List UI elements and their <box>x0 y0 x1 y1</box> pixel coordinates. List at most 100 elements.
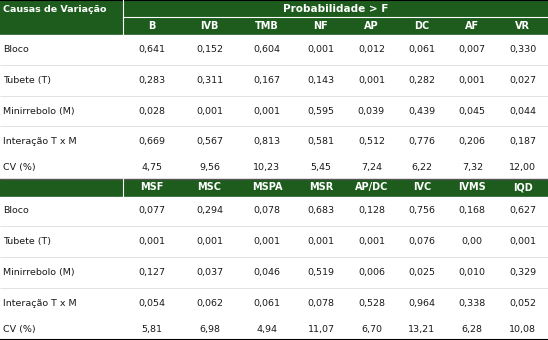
Text: Probabilidade > F: Probabilidade > F <box>283 3 389 14</box>
Text: 0,012: 0,012 <box>358 45 385 54</box>
Text: 0,206: 0,206 <box>459 137 486 146</box>
Text: 0,027: 0,027 <box>509 76 536 85</box>
Bar <box>0 178 123 195</box>
Text: MSPA: MSPA <box>252 182 282 192</box>
Text: TMB: TMB <box>255 21 279 31</box>
Text: 7,24: 7,24 <box>361 163 382 172</box>
Bar <box>0 17 123 34</box>
Text: 0,669: 0,669 <box>139 137 165 146</box>
Bar <box>181 17 238 34</box>
Text: IVB: IVB <box>200 21 219 31</box>
Text: 0,683: 0,683 <box>307 206 334 216</box>
Text: 0,001: 0,001 <box>509 237 536 246</box>
Bar <box>238 178 296 195</box>
Text: 0,061: 0,061 <box>254 299 281 308</box>
Text: Bloco: Bloco <box>3 206 29 216</box>
Bar <box>181 178 238 195</box>
Text: 0,152: 0,152 <box>196 45 223 54</box>
Text: IQD: IQD <box>513 182 533 192</box>
Bar <box>123 17 181 34</box>
Text: 0,528: 0,528 <box>358 299 385 308</box>
Text: 0,567: 0,567 <box>196 137 223 146</box>
Text: Bloco: Bloco <box>3 45 29 54</box>
Bar <box>123 178 181 195</box>
Text: Tubete (T): Tubete (T) <box>3 76 52 85</box>
Text: Causas de Variação: Causas de Variação <box>3 5 107 14</box>
Text: 6,70: 6,70 <box>361 325 382 334</box>
Text: 0,061: 0,061 <box>408 45 435 54</box>
Text: 0,001: 0,001 <box>196 106 223 116</box>
Text: 0,128: 0,128 <box>358 206 385 216</box>
Bar <box>397 178 447 195</box>
Text: 0,001: 0,001 <box>358 76 385 85</box>
Text: 0,512: 0,512 <box>358 137 385 146</box>
Text: 0,078: 0,078 <box>254 206 281 216</box>
Text: B: B <box>149 21 156 31</box>
Text: AP/DC: AP/DC <box>355 182 388 192</box>
Text: 0,054: 0,054 <box>139 299 165 308</box>
Text: 0,283: 0,283 <box>139 76 165 85</box>
Text: 0,001: 0,001 <box>358 237 385 246</box>
Bar <box>346 178 397 195</box>
Text: 0,627: 0,627 <box>509 206 536 216</box>
Text: 0,311: 0,311 <box>196 76 223 85</box>
Text: Tubete (T): Tubete (T) <box>3 237 52 246</box>
Text: 10,08: 10,08 <box>509 325 536 334</box>
Text: Interação T x M: Interação T x M <box>3 299 77 308</box>
Text: 6,22: 6,22 <box>412 163 432 172</box>
Text: 0,045: 0,045 <box>459 106 486 116</box>
Bar <box>238 17 296 34</box>
Text: 0,044: 0,044 <box>509 106 536 116</box>
Text: 7,32: 7,32 <box>462 163 483 172</box>
Text: 13,21: 13,21 <box>408 325 436 334</box>
Text: 0,077: 0,077 <box>139 206 165 216</box>
Text: 0,037: 0,037 <box>196 268 223 277</box>
Text: VR: VR <box>515 21 530 31</box>
Text: AF: AF <box>465 21 480 31</box>
Text: 0,001: 0,001 <box>254 106 281 116</box>
Text: 0,294: 0,294 <box>196 206 223 216</box>
Text: MSR: MSR <box>309 182 333 192</box>
Bar <box>447 17 498 34</box>
Text: 0,001: 0,001 <box>307 237 334 246</box>
Text: 0,329: 0,329 <box>509 268 536 277</box>
Text: 0,167: 0,167 <box>254 76 281 85</box>
Text: 0,143: 0,143 <box>307 76 334 85</box>
Text: 9,56: 9,56 <box>199 163 220 172</box>
Text: 0,00: 0,00 <box>462 237 483 246</box>
Text: 0,052: 0,052 <box>509 299 536 308</box>
Text: 0,010: 0,010 <box>459 268 486 277</box>
Text: 0,025: 0,025 <box>408 268 435 277</box>
Text: 0,076: 0,076 <box>408 237 435 246</box>
Text: Interação T x M: Interação T x M <box>3 137 77 146</box>
Text: 0,127: 0,127 <box>139 268 165 277</box>
Text: NF: NF <box>313 21 328 31</box>
Text: 0,168: 0,168 <box>459 206 486 216</box>
Bar <box>447 178 498 195</box>
Text: AP: AP <box>364 21 379 31</box>
Text: 0,078: 0,078 <box>307 299 334 308</box>
Text: 12,00: 12,00 <box>509 163 536 172</box>
Bar <box>123 0 548 17</box>
Text: 0,641: 0,641 <box>139 45 165 54</box>
Bar <box>296 17 346 34</box>
Text: 0,519: 0,519 <box>307 268 334 277</box>
Text: 0,187: 0,187 <box>509 137 536 146</box>
Bar <box>0 0 123 17</box>
Text: 0,964: 0,964 <box>408 299 435 308</box>
Text: 0,039: 0,039 <box>358 106 385 116</box>
Text: 0,001: 0,001 <box>459 76 486 85</box>
Bar <box>346 17 397 34</box>
Text: 0,338: 0,338 <box>459 299 486 308</box>
Text: MSC: MSC <box>197 182 221 192</box>
Text: DC: DC <box>414 21 430 31</box>
Text: 0,006: 0,006 <box>358 268 385 277</box>
Text: 0,046: 0,046 <box>254 268 281 277</box>
Text: 0,001: 0,001 <box>139 237 165 246</box>
Text: Minirrebolo (M): Minirrebolo (M) <box>3 268 75 277</box>
Text: 0,282: 0,282 <box>408 76 435 85</box>
Text: 0,595: 0,595 <box>307 106 334 116</box>
Text: 4,94: 4,94 <box>256 325 277 334</box>
Text: 0,330: 0,330 <box>509 45 536 54</box>
Text: 0,007: 0,007 <box>459 45 486 54</box>
